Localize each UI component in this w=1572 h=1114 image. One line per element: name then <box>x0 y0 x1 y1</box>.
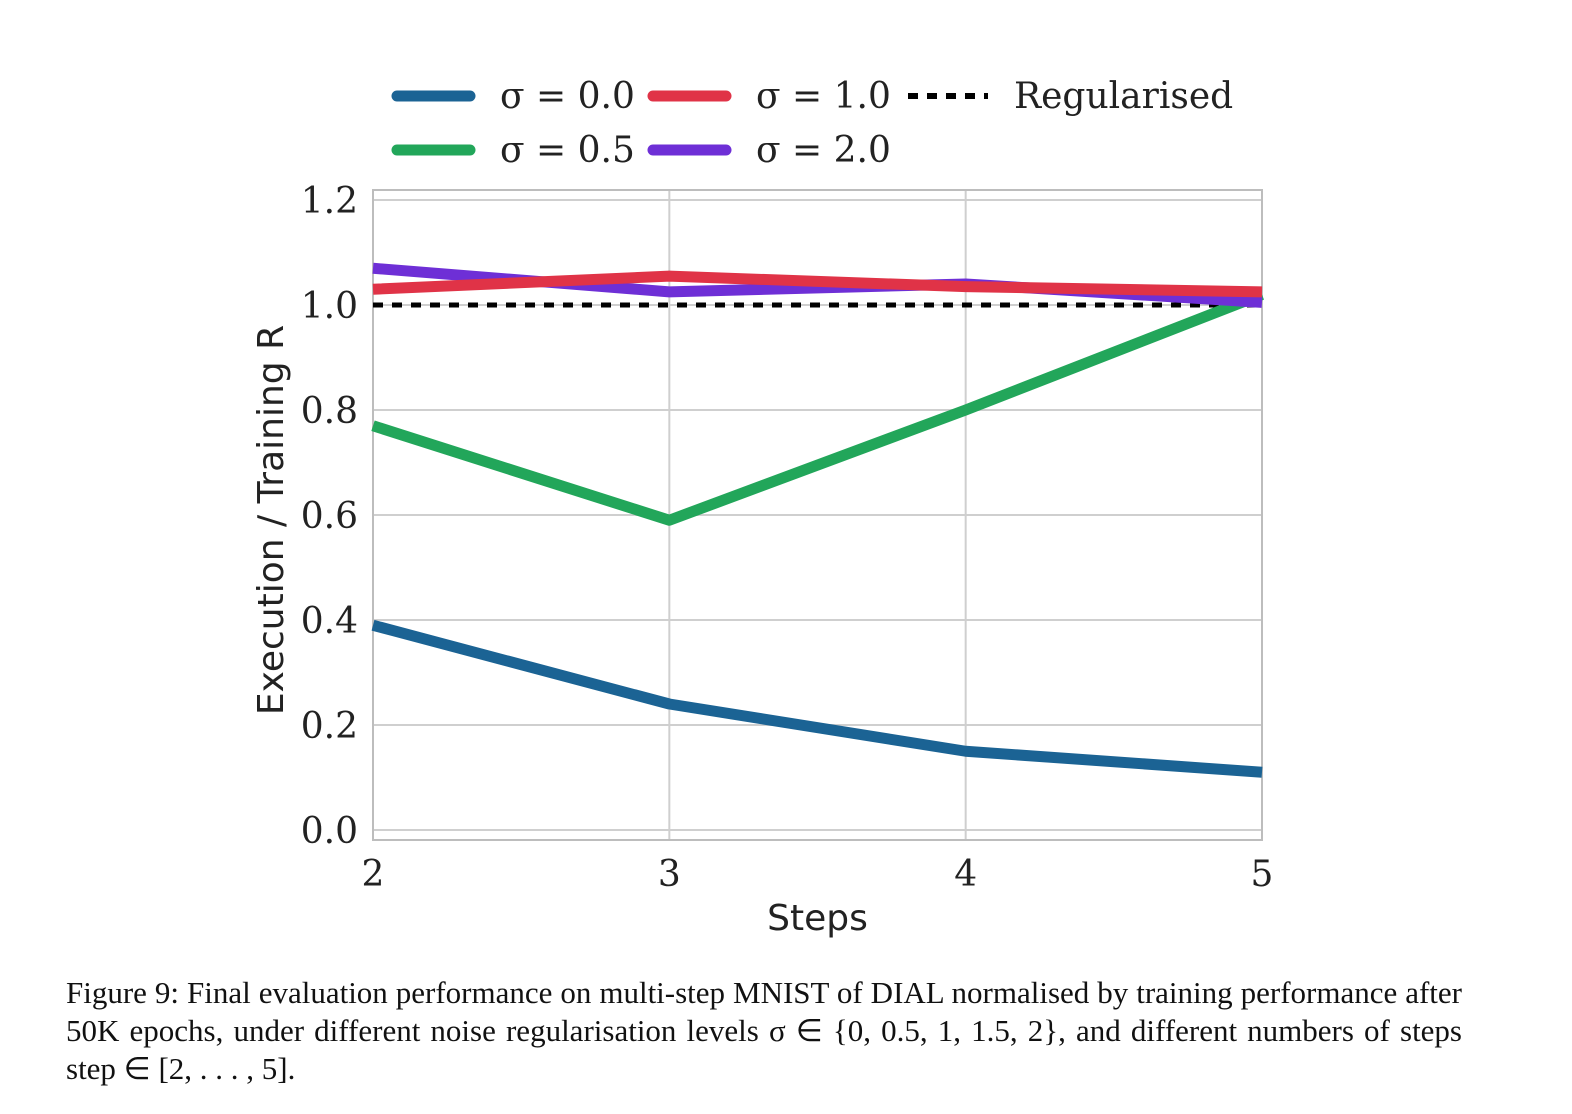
y-tick-label: 0.6 <box>301 496 358 537</box>
x-axis-label: Steps <box>767 898 868 939</box>
x-tick-labels: 2 3 4 5 <box>362 854 1274 895</box>
legend-label: Regularised <box>1014 76 1233 117</box>
y-tick-label: 1.2 <box>301 181 358 222</box>
y-tick-label: 0.0 <box>301 811 358 852</box>
x-tick-label: 5 <box>1251 854 1274 895</box>
line-chart: 2 3 4 5 0.0 0.2 0.4 0.6 0.8 1.0 1.2 Steps Executi… <box>251 76 1274 939</box>
y-tick-labels: 0.0 0.2 0.4 0.6 0.8 1.0 1.2 <box>301 181 358 852</box>
legend: σ = 0.0 σ = 1.0 Regularised σ = 0.5 σ = 2.0 <box>391 76 1233 171</box>
y-tick-label: 0.2 <box>301 706 358 747</box>
legend-label: σ = 2.0 <box>756 130 891 171</box>
y-tick-label: 0.4 <box>301 601 358 642</box>
y-axis-label: Execution / Training R <box>251 325 292 715</box>
series-line-0 <box>371 619 1263 778</box>
series-line-2 <box>372 270 1263 298</box>
legend-label: σ = 1.0 <box>756 76 891 117</box>
x-tick-label: 2 <box>362 854 385 895</box>
x-tick-label: 3 <box>658 854 681 895</box>
legend-label: σ = 0.0 <box>500 76 635 117</box>
series-line-1 <box>371 289 1264 526</box>
legend-label: σ = 0.5 <box>500 130 635 171</box>
y-tick-label: 1.0 <box>301 286 358 327</box>
plot-frame <box>372 189 1263 841</box>
y-tick-label: 0.8 <box>301 391 358 432</box>
series-layer <box>371 262 1264 778</box>
figure-caption: Figure 9: Final evaluation performance o… <box>66 975 1462 1086</box>
x-tick-label: 4 <box>954 854 977 895</box>
